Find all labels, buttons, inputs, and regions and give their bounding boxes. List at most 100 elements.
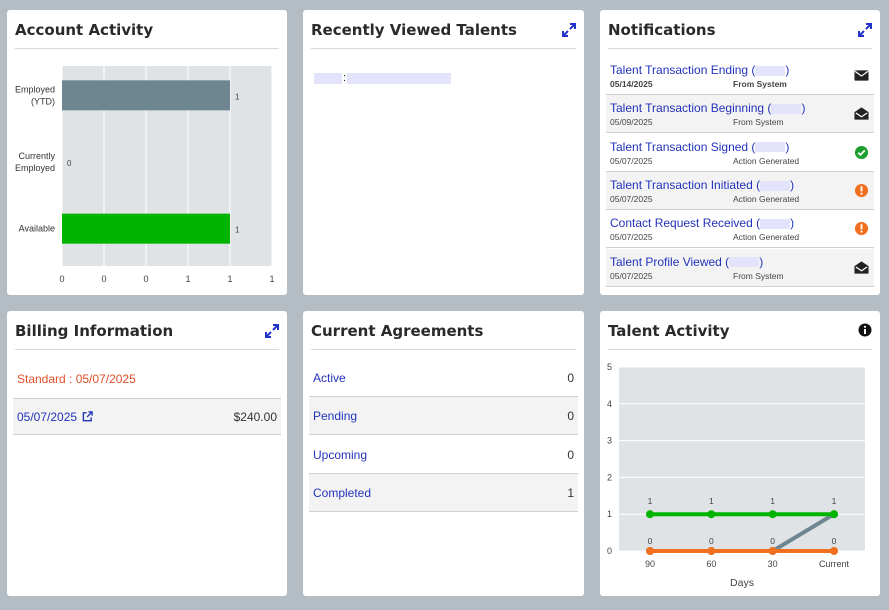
category-label: Available [19, 224, 55, 234]
envelope-open-icon [854, 260, 869, 274]
agreement-row: Completed 1 [309, 473, 578, 512]
notification-title-text: Contact Request Received ( [610, 216, 761, 231]
redacted-text [760, 180, 791, 191]
notification-title[interactable]: Contact Request Received () [610, 216, 794, 230]
agreement-link[interactable]: Upcoming [313, 447, 368, 462]
bar-value-label: 0 [67, 159, 72, 168]
x-tick-label: 1 [269, 274, 274, 284]
account-activity-chart: 0 0 0 1 1 1 1 Employed (YTD) 0 Currently Employed 1 A… [15, 66, 275, 284]
notification-title[interactable]: Talent Transaction Beginning () [610, 101, 805, 115]
data-label: 0 [648, 536, 653, 546]
divider [608, 48, 872, 49]
data-point [646, 547, 654, 555]
recent-talent-item[interactable]: : [314, 72, 452, 84]
notifications-title: Notifications [608, 21, 716, 39]
notification-title-close: ) [790, 216, 795, 231]
data-label: 0 [832, 536, 837, 546]
notification-date: 05/07/2025 [610, 155, 653, 166]
redacted-text [729, 257, 760, 268]
y-tick-label: 5 [607, 362, 612, 372]
notification-title[interactable]: Talent Transaction Ending () [610, 63, 789, 77]
data-point [768, 547, 777, 555]
billing-row: 05/07/2025 $240.00 [13, 398, 281, 435]
notification-title-text: Talent Transaction Initiated ( [610, 177, 761, 192]
notification-source: Action Generated [733, 155, 800, 166]
agreement-count: 0 [567, 371, 574, 385]
agreement-link[interactable]: Completed [313, 485, 372, 500]
agreements-card: Current Agreements Active 0 Pending 0 Upcomi… [303, 311, 584, 596]
agreement-count: 0 [567, 447, 574, 462]
agreement-link[interactable]: Active [313, 371, 346, 385]
notification-title-text: Talent Transaction Signed ( [610, 139, 756, 154]
notification-title-close: ) [790, 177, 795, 192]
divider [311, 48, 576, 49]
agreement-count: 1 [567, 485, 574, 500]
y-tick-label: 3 [607, 436, 612, 446]
redacted-text [347, 72, 452, 84]
talent-activity-title: Talent Activity [608, 322, 730, 340]
agreement-row: Pending 0 [309, 397, 578, 436]
notification-source: Action Generated [733, 232, 800, 243]
notification-title-close: ) [801, 101, 806, 116]
redacted-text [314, 72, 342, 84]
notification-item[interactable]: Contact Request Received () 05/07/2025 Act… [606, 210, 874, 249]
data-point [768, 510, 777, 519]
notification-item[interactable]: Talent Transaction Ending () 05/14/2025 Fr… [606, 57, 874, 95]
redacted-text [771, 104, 802, 115]
notification-title[interactable]: Talent Profile Viewed () [610, 255, 763, 269]
bar-value-label: 1 [235, 226, 240, 235]
agreements-title: Current Agreements [311, 322, 484, 340]
notification-item[interactable]: Talent Profile Viewed () 05/07/2025 From S… [606, 248, 874, 287]
notification-title-text: Talent Transaction Ending ( [610, 63, 756, 77]
billing-plan: Standard : 05/07/2025 [17, 372, 136, 386]
data-label: 1 [832, 496, 837, 506]
agreement-link[interactable]: Pending [313, 409, 358, 424]
x-tick-label: 60 [706, 559, 716, 569]
notification-title-close: ) [785, 139, 790, 154]
agreement-row: Active 0 [309, 359, 578, 397]
data-label: 0 [770, 536, 775, 546]
billing-title: Billing Information [15, 322, 174, 340]
notification-item[interactable]: Talent Transaction Signed () 05/07/2025 Ac… [606, 134, 874, 172]
x-tick-label: 30 [768, 559, 778, 569]
notification-item[interactable]: Talent Transaction Beginning () 05/09/202… [606, 95, 874, 134]
expand-icon[interactable] [265, 324, 279, 338]
category-label: Employed [15, 84, 55, 94]
x-tick-label: 0 [101, 274, 106, 284]
x-tick-label: 0 [143, 274, 148, 284]
data-label: 1 [709, 496, 714, 506]
x-tick-label: Current [819, 559, 850, 569]
category-label: (YTD) [31, 96, 55, 106]
notification-source: From System [733, 270, 784, 281]
notification-title[interactable]: Talent Transaction Initiated () [610, 178, 794, 192]
billing-card: Billing Information Standard : 05/07/202… [7, 311, 287, 596]
y-tick-label: 2 [607, 472, 612, 482]
alert-circle-icon [854, 222, 869, 236]
expand-icon[interactable] [562, 23, 576, 37]
talent-activity-card: Talent Activity 0 1 2 3 4 5 90 60 30 Current Days 1… [600, 311, 880, 596]
notification-title-text: Talent Profile Viewed ( [610, 254, 730, 269]
data-label: 0 [709, 536, 714, 546]
bar-value-label: 1 [235, 92, 240, 101]
recently-viewed-card: Recently Viewed Talents : [303, 10, 584, 295]
account-activity-card: Account Activity 0 0 0 1 1 1 1 Employed (YTD) 0 Cu… [7, 10, 287, 295]
talent-activity-chart: 0 1 2 3 4 5 90 60 30 Current Days 1 1 1 1 0 0 0 0 [607, 362, 865, 589]
notification-title-close: ) [759, 254, 764, 269]
notifications-card: Notifications Talent Transaction Ending … [600, 10, 880, 295]
notification-date: 05/07/2025 [610, 193, 653, 204]
divider [311, 349, 576, 350]
notification-title-text: Talent Transaction Beginning ( [610, 101, 772, 116]
recent-talent-separator: : [343, 72, 347, 84]
notification-title-close: ) [785, 63, 790, 77]
expand-icon[interactable] [858, 23, 872, 37]
info-icon[interactable] [858, 323, 872, 337]
notification-source: Action Generated [733, 193, 800, 204]
data-point [830, 510, 838, 519]
notification-date: 05/07/2025 [610, 232, 653, 243]
billing-date: 05/07/2025 [17, 410, 78, 424]
billing-date-link[interactable]: 05/07/2025 [17, 410, 94, 424]
notification-item[interactable]: Talent Transaction Initiated () 05/07/202… [606, 171, 874, 210]
x-axis-label: Days [730, 577, 754, 589]
notification-title[interactable]: Talent Transaction Signed () [610, 140, 789, 154]
external-link-icon [83, 411, 94, 422]
